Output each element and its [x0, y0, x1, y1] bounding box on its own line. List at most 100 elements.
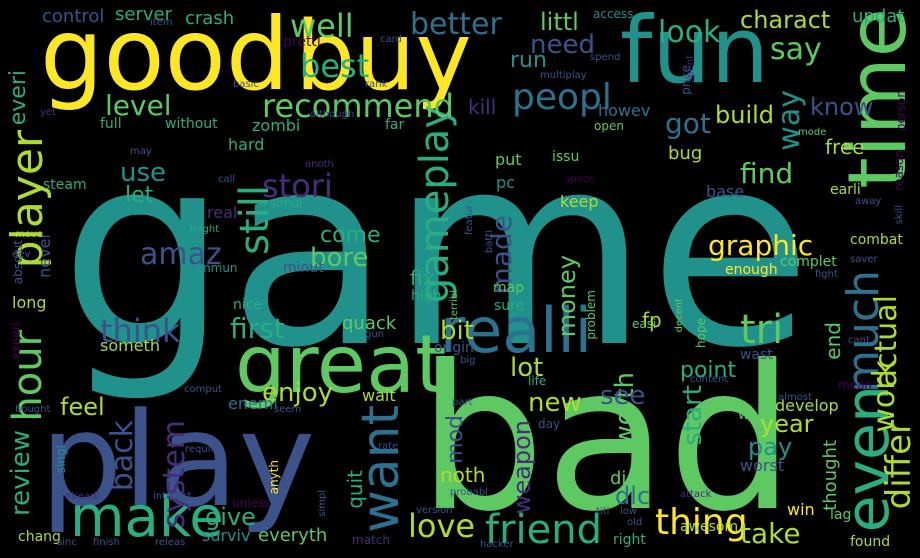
cloud-word: server — [115, 4, 172, 25]
cloud-word: develop — [775, 396, 839, 415]
cloud-word: may — [130, 146, 152, 157]
cloud-word: anoth — [305, 159, 334, 170]
cloud-word: build — [715, 101, 775, 129]
cloud-word: absolut — [11, 240, 25, 285]
cloud-word: play — [40, 384, 316, 536]
cloud-word: someth — [100, 336, 160, 355]
cloud-word: singl — [54, 445, 68, 474]
cloud-word: attack — [680, 489, 712, 500]
cloud-word: space — [565, 174, 595, 185]
cloud-word: spent — [685, 55, 696, 83]
cloud-word: big — [460, 355, 476, 366]
cloud-word: old — [627, 517, 643, 528]
cloud-word: issu — [552, 149, 580, 165]
cloud-word: sure — [494, 298, 525, 314]
cloud-word: enjoy — [262, 378, 333, 408]
cloud-word: take — [740, 517, 801, 550]
cloud-word: recommend — [262, 87, 454, 125]
cloud-word: best — [300, 47, 370, 85]
cloud-word: howev — [598, 101, 651, 120]
cloud-word: match — [352, 533, 390, 547]
cloud-word: bore — [310, 243, 369, 273]
cloud-word: without — [165, 116, 218, 132]
cloud-word: stori — [262, 167, 333, 205]
cloud-word: basic — [233, 79, 259, 90]
cloud-word: real — [207, 203, 238, 222]
cloud-word: multiplay — [540, 70, 587, 81]
cloud-word: fix — [410, 266, 435, 290]
cloud-word: skill — [894, 205, 905, 225]
cloud-word: pc — [496, 173, 515, 192]
cloud-word: free — [825, 135, 865, 159]
cloud-word: origin — [434, 340, 474, 356]
cloud-word: version — [416, 505, 453, 516]
cloud-word: titl — [596, 506, 610, 517]
cloud-word: requir — [185, 444, 215, 455]
cloud-word: life — [528, 374, 547, 388]
cloud-word: friend — [485, 507, 602, 553]
cloud-word: hard — [228, 135, 265, 154]
cloud-word: simpl — [317, 490, 328, 517]
cloud-word: worst — [740, 456, 785, 475]
cloud-word: zombi — [252, 116, 301, 135]
cloud-word: come — [320, 223, 381, 248]
cloud-word: weapon — [508, 420, 536, 515]
cloud-word: anyth — [267, 460, 281, 495]
cloud-word: class — [125, 207, 150, 218]
cloud-word: long — [12, 293, 47, 312]
cloud-word: bad — [418, 323, 795, 556]
cloud-word: keep — [560, 192, 599, 211]
cloud-word: hope — [694, 318, 708, 348]
cloud-word: releas — [155, 537, 186, 548]
cloud-word: year — [760, 410, 814, 438]
cloud-word: dlc — [615, 482, 651, 510]
cloud-word: work — [867, 360, 902, 433]
cloud-word: need — [530, 30, 595, 60]
cloud-word: dev — [12, 249, 31, 260]
cloud-word: content — [690, 374, 729, 385]
cloud-word: rank — [365, 79, 388, 90]
cloud-word: card — [380, 34, 402, 45]
cloud-word: start — [678, 385, 708, 446]
cloud-word: enemi — [228, 394, 278, 413]
cloud-word: base — [706, 182, 745, 201]
cloud-word: crash — [185, 8, 235, 29]
cloud-word: far — [385, 117, 405, 133]
cloud-word: comput — [184, 384, 222, 395]
cloud-word: hacker — [480, 539, 514, 550]
cloud-word: full — [100, 116, 122, 132]
cloud-word: decent — [674, 298, 685, 333]
cloud-word: use — [120, 158, 167, 188]
cloud-word: lag — [830, 507, 852, 523]
cloud-word: batti — [484, 230, 495, 254]
cloud-word: noth — [440, 463, 486, 487]
cloud-word: minut — [283, 260, 324, 276]
cloud-word: control — [42, 6, 105, 27]
cloud-word: fp — [642, 308, 662, 332]
cloud-word: awesom — [680, 519, 739, 535]
cloud-word: probabl — [450, 487, 488, 498]
cloud-word: amaz — [140, 237, 222, 272]
cloud-word: bought — [15, 404, 51, 415]
cloud-word: enough — [725, 262, 778, 278]
cloud-word: differ — [879, 420, 919, 510]
cloud-word: wast — [740, 347, 773, 363]
cloud-word: away — [855, 196, 882, 207]
cloud-word: rate — [378, 441, 399, 452]
cloud-word: seem — [274, 404, 302, 415]
cloud-word: problem — [584, 290, 598, 340]
cloud-word: win — [787, 500, 815, 519]
cloud-word: love — [408, 507, 476, 545]
cloud-word: mode — [798, 127, 827, 138]
cloud-word: item — [150, 17, 173, 28]
cloud-word: bit — [440, 316, 474, 346]
cloud-word: see — [600, 381, 646, 411]
cloud-word: wait — [362, 386, 396, 405]
cloud-word: quack — [342, 313, 397, 334]
cloud-word: let — [125, 183, 154, 208]
cloud-word: almost — [778, 392, 812, 403]
cloud-word: money — [553, 255, 581, 338]
cloud-word: low — [620, 506, 638, 517]
cloud-word: although — [310, 109, 355, 120]
cloud-word: complet — [780, 254, 837, 270]
